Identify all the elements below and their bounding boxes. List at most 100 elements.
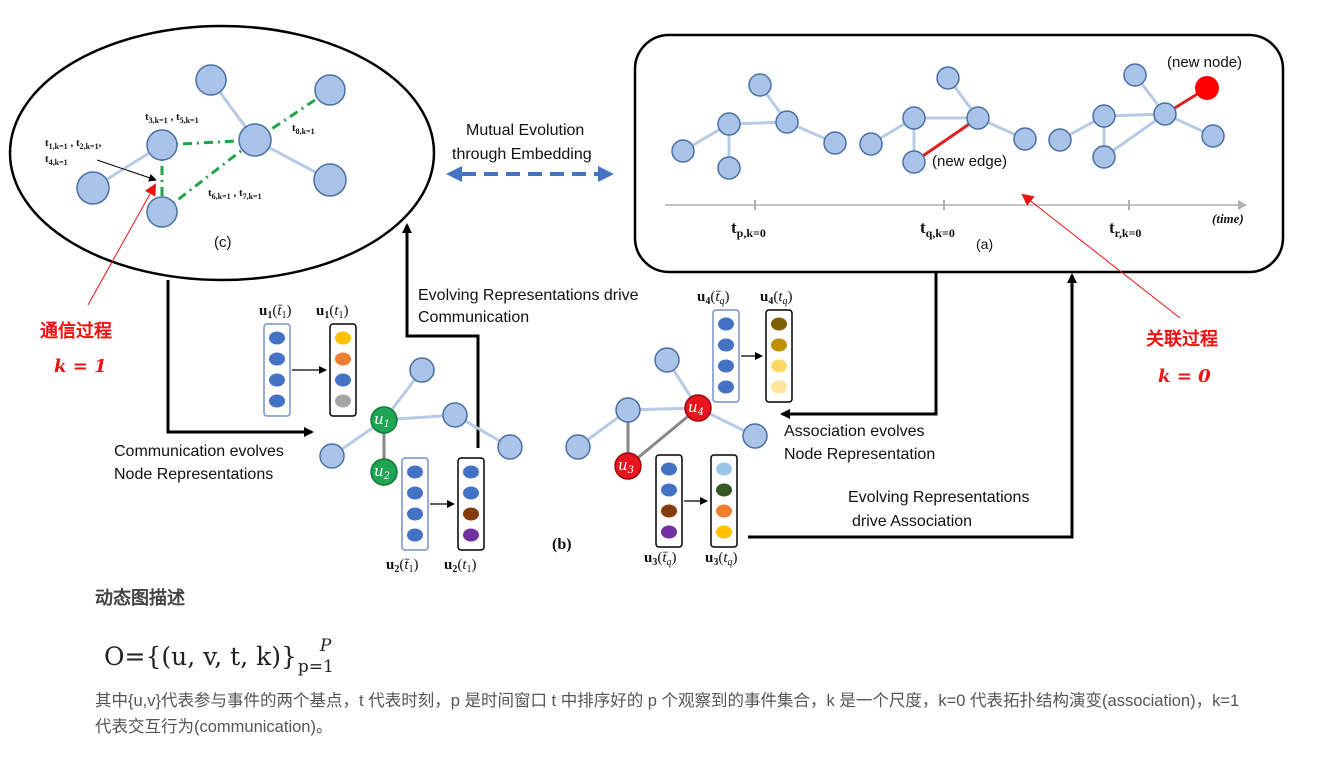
assoc-evolves-line2: Node Representation: [784, 446, 935, 463]
vector-element: [463, 528, 479, 542]
vector-element: [771, 338, 787, 352]
vector-u2-now: [457, 457, 485, 551]
graph-node: [1153, 102, 1177, 126]
vector-element: [661, 483, 677, 497]
vector-u1-prev: [263, 323, 291, 417]
panel-c: t3,k=1 , t5,k=1 t8,k=1 t1,k=1 , t2,k=1, …: [8, 24, 436, 282]
node-u3: [614, 452, 642, 480]
comm-evolves-line1: Communication evolves: [114, 443, 284, 460]
new-edge-label: (new edge): [932, 153, 1007, 170]
vector-element: [771, 359, 787, 373]
graph-node: [314, 74, 346, 106]
graph-node: [966, 106, 990, 130]
panel-a-caption: (a): [976, 236, 993, 252]
edge-label-t8: t8,k=1: [292, 122, 315, 136]
vector-element: [661, 462, 677, 476]
graph-node: [497, 434, 523, 460]
caption-title: 动态图描述: [95, 588, 185, 608]
graph-node: [76, 171, 110, 205]
graph-node: [1048, 128, 1072, 152]
communication-k-label: k = 1: [54, 356, 107, 377]
mutual-evolution: Mutual Evolution through Embedding: [446, 122, 614, 182]
vector-element: [269, 352, 285, 366]
tick-t-r: tr,k=0: [1109, 218, 1141, 240]
vector-u1-now: [329, 323, 357, 417]
evolving-assoc-line2: drive Association: [852, 513, 972, 530]
node-u3-label: u3: [618, 456, 634, 476]
panel-b: u1 u2 u4 u3 u1(t̄1) u1(t1) u2(t̄1) u2(t1…: [259, 289, 793, 575]
evolving-comm-line2: Communication: [418, 309, 529, 326]
vector-element: [463, 465, 479, 479]
association-process-label: 关联过程: [1146, 328, 1218, 350]
panel-a: (new node) (new edge) (time) tp,k=0 tq,k…: [633, 33, 1285, 274]
vector-element: [407, 528, 423, 542]
node-u4-label: u4: [688, 398, 704, 418]
vector-label-u2-prev: u2(t̄1): [386, 557, 419, 575]
vector-label-u4-now: u4(tq): [760, 289, 793, 307]
graph-node: [238, 123, 272, 157]
mutual-evolution-line1: Mutual Evolution: [466, 122, 584, 139]
comm-evolves-line2: Node Representations: [114, 466, 273, 483]
vector-element: [335, 331, 351, 345]
graph-node: [1092, 104, 1116, 128]
vector-element: [407, 465, 423, 479]
graph-node: [565, 434, 591, 460]
node-u2: [370, 458, 398, 486]
edge-label-t4: t4,k=1: [45, 153, 68, 167]
vector-element: [269, 373, 285, 387]
node-u1: [370, 406, 398, 434]
panel-b-caption: (b): [552, 536, 572, 553]
time-label: (time): [1212, 211, 1244, 226]
diagram: t3,k=1 , t5,k=1 t8,k=1 t1,k=1 , t2,k=1, …: [8, 24, 1285, 575]
vector-element: [463, 507, 479, 521]
vector-element: [716, 504, 732, 518]
graph-node: [1123, 63, 1147, 87]
edge-label-t3-t5: t3,k=1 , t5,k=1: [145, 111, 199, 125]
vector-element: [269, 331, 285, 345]
evolving-assoc-line1: Evolving Representations: [848, 489, 1029, 506]
graph-node: [313, 163, 347, 197]
vector-element: [661, 525, 677, 539]
edge-label-t6-t7: t6,k=1 , t7,k=1: [208, 187, 262, 201]
communication-process-label: 通信过程: [40, 320, 112, 342]
vector-u2-prev: [401, 457, 429, 551]
graph-node: [671, 139, 695, 163]
tick-t-q: tq,k=0: [920, 218, 955, 240]
communication-annotation: 通信过程 k = 1: [40, 183, 156, 377]
vector-element: [335, 373, 351, 387]
association-annotation: 关联过程 k = 0: [1021, 193, 1218, 387]
graph-node: [823, 131, 847, 155]
vector-label-u4-prev: u4(t̄q): [697, 289, 730, 307]
vector-u4-prev: [712, 309, 740, 403]
assoc-evolves-line1: Association evolves: [784, 423, 925, 440]
vector-element: [771, 317, 787, 331]
vector-label-u2-now: u2(t1): [444, 557, 477, 575]
vector-u3-now: [710, 454, 738, 548]
vector-element: [771, 380, 787, 394]
embedding-vectors: [263, 309, 793, 551]
mutual-evolution-line2: through Embedding: [452, 146, 592, 163]
graph-node: [146, 129, 178, 161]
formula: O={(u, v, t, k)}p=1P: [104, 636, 334, 677]
vector-element: [335, 394, 351, 408]
node-u4: [684, 394, 712, 422]
new-node-label: (new node): [1167, 54, 1242, 71]
graph-node: [442, 402, 468, 428]
graph-node: [319, 443, 345, 469]
graph-node: [409, 357, 435, 383]
vector-u4-now: [765, 309, 793, 403]
edge-label-t1-t2: t1,k=1 , t2,k=1,: [45, 137, 102, 151]
vector-element: [718, 380, 734, 394]
vector-label-u3-now: u3(tq): [705, 550, 738, 568]
vector-element: [718, 359, 734, 373]
vector-label-u1-prev: u1(t̄1): [259, 303, 292, 321]
graph-node: [775, 110, 799, 134]
vector-u3-prev: [655, 454, 683, 548]
vector-element: [269, 394, 285, 408]
vector-element: [716, 462, 732, 476]
graph-node: [1013, 127, 1037, 151]
vector-element: [661, 504, 677, 518]
graph-node: [146, 196, 178, 228]
graph-node: [902, 150, 926, 174]
graph-node: [936, 66, 960, 90]
